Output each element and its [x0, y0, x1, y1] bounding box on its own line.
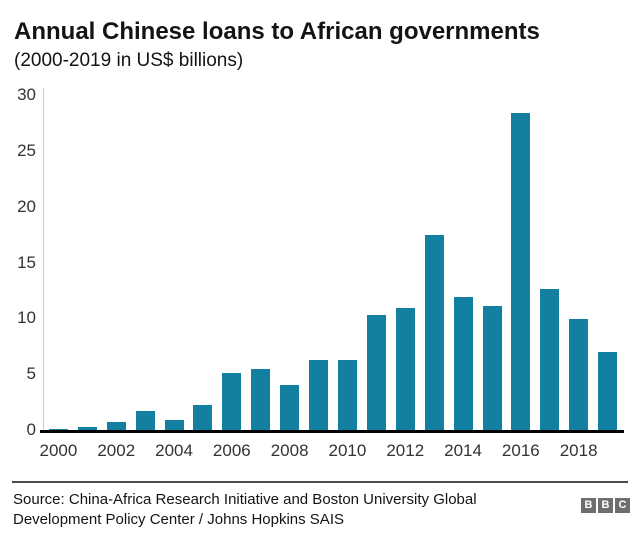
y-tick-label-25: 25 [17, 140, 36, 160]
bar-2014 [453, 297, 473, 430]
y-tick-label-15: 15 [17, 252, 36, 272]
y-tick-label-20: 20 [17, 196, 36, 216]
chart-title: Annual Chinese loans to African governme… [14, 18, 540, 45]
bbc-logo-block-3: C [615, 498, 630, 513]
y-axis-line [43, 88, 44, 430]
bar-slot-2002 [102, 95, 131, 430]
bar-2007 [251, 369, 271, 430]
bar-2009 [309, 360, 329, 430]
bar-slot-2014 [449, 95, 478, 430]
bbc-logo-block-2: B [598, 498, 613, 513]
x-tick-label-2008: 2008 [270, 441, 309, 460]
bar-slot-2017 [535, 95, 564, 430]
bar-slot-2016 [507, 95, 536, 430]
bar-slot-2019 [593, 95, 622, 430]
y-tick-label-10: 10 [17, 308, 36, 328]
bar-slot-2006 [217, 95, 246, 430]
chart-subtitle: (2000-2019 in US$ billions) [14, 50, 244, 71]
bar-2015 [482, 306, 502, 430]
source-attribution: Source: China-Africa Research Initiative… [13, 490, 553, 530]
bar-2016 [511, 113, 531, 430]
source-line-1: Source: China-Africa Research Initiative… [13, 491, 477, 508]
bbc-logo: B B C [581, 498, 630, 513]
x-tick-label-2004: 2004 [155, 441, 193, 460]
bar-2001 [77, 427, 97, 430]
x-tick-label-2002: 2002 [97, 441, 136, 460]
bbc-logo-block-1: B [581, 498, 596, 513]
bar-slot-2004 [160, 95, 189, 430]
x-tick-label-2018: 2018 [559, 441, 598, 460]
bar-2002 [106, 422, 126, 430]
y-tick-label-0: 0 [26, 420, 36, 439]
bar-slot-2005 [189, 95, 218, 430]
x-tick-label-2014: 2014 [444, 441, 482, 460]
x-tick-label-2006: 2006 [212, 441, 251, 460]
bar-slot-2011 [362, 95, 391, 430]
y-tick-label-5: 5 [26, 364, 36, 384]
bar-slot-2007 [246, 95, 275, 430]
y-tick-label-30: 30 [17, 85, 36, 104]
bar-2012 [395, 308, 415, 430]
bar-slot-2001 [73, 95, 102, 430]
footer-divider [12, 481, 628, 483]
x-tick-label-2000: 2000 [39, 441, 78, 460]
bar-2011 [366, 315, 386, 430]
plot-area [44, 95, 622, 430]
bar-slot-2000 [44, 95, 73, 430]
bar-slot-2012 [391, 95, 420, 430]
bar-2004 [164, 420, 184, 430]
bar-2000 [48, 429, 68, 430]
bar-slot-2018 [564, 95, 593, 430]
source-line-2: Development Policy Center / Johns Hopkin… [13, 511, 344, 528]
bar-slot-2009 [304, 95, 333, 430]
bar-2006 [222, 373, 242, 430]
bar-2005 [193, 405, 213, 430]
bar-slot-2015 [478, 95, 507, 430]
bar-2008 [280, 385, 300, 430]
x-tick-label-2012: 2012 [386, 441, 425, 460]
bar-2019 [598, 352, 618, 430]
bar-chart: 0 5 10 15 20 25 30 2000 2002 2004 2006 2008 2010 201… [17, 85, 624, 460]
x-tick-label-2016: 2016 [501, 441, 540, 460]
bar-slot-2010 [333, 95, 362, 430]
bar-2010 [338, 360, 358, 430]
x-axis-baseline [40, 430, 624, 433]
bar-slot-2013 [420, 95, 449, 430]
bar-2003 [135, 411, 155, 430]
bar-slot-2008 [275, 95, 304, 430]
bar-2017 [540, 289, 560, 430]
bar-2013 [424, 235, 444, 430]
bar-slot-2003 [131, 95, 160, 430]
bar-2018 [569, 319, 589, 430]
x-tick-label-2010: 2010 [328, 441, 367, 460]
